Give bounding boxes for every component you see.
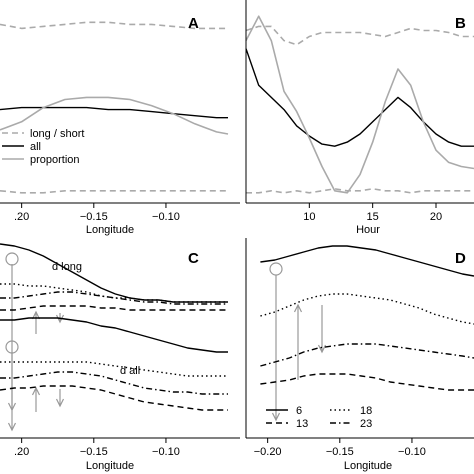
panel-d-x-ticks: −0.20 −0.15 −0.10	[254, 438, 426, 458]
panel-d-legend: 6 18 13 23	[266, 405, 372, 430]
panel-c-series-8	[0, 385, 228, 411]
legend-label-long-short: long / short	[30, 128, 84, 140]
panel-b: 10 15 20 B Hour	[245, 0, 474, 236]
difference-arrow	[55, 389, 65, 408]
panel-b-xlabel: Hour	[356, 224, 380, 236]
panel-c-series-3	[0, 291, 228, 305]
panel-b-x-tick-label: 20	[430, 211, 442, 223]
panel-c: .20 −0.15 −0.10 C Longitude d long d all	[0, 243, 240, 472]
panel-d-series-23-4	[260, 343, 474, 367]
panel-a-x-tick-label: .20	[14, 211, 29, 223]
panel-d-x-tick-label: −0.20	[254, 446, 282, 458]
curve-label-d-long: d long	[52, 261, 82, 273]
panel-d-curves	[260, 245, 474, 391]
panel-c-series-6	[0, 361, 228, 377]
panel-a-letter: A	[188, 15, 199, 32]
panel-d: −0.20 −0.15 −0.10 D Longitude 6 18 13 23	[245, 238, 474, 472]
panel-a-x-tick-label: −0.10	[152, 211, 180, 223]
panel-c-series-5	[0, 317, 228, 353]
panel-d-series-6-1	[260, 245, 474, 277]
panel-c-x-tick-label: −0.15	[80, 446, 108, 458]
panel-c-x-tick-label: −0.10	[152, 446, 180, 458]
legend-label-6: 6	[296, 405, 302, 417]
panel-a-series-long-short-1	[0, 21, 228, 30]
difference-arrow	[31, 386, 41, 412]
panel-b-letter: B	[455, 15, 466, 32]
legend-label-23: 23	[360, 418, 372, 430]
panel-b-series-proportion-4	[245, 15, 474, 194]
difference-arrow	[271, 275, 281, 422]
panel-c-series-4	[0, 305, 228, 311]
panel-b-series-long-short-1	[245, 25, 474, 46]
panel-c-letter: C	[188, 250, 199, 267]
curve-label-d-all: d all	[120, 365, 140, 377]
panel-d-annotations	[269, 262, 327, 422]
panel-b-x-tick-label: 15	[367, 211, 379, 223]
legend-label-proportion: proportion	[30, 154, 80, 166]
legend-label-18: 18	[360, 405, 372, 417]
panel-a-legend: long / short all proportion	[2, 128, 84, 166]
legend-label-all: all	[30, 141, 41, 153]
highlight-circle	[5, 252, 19, 266]
panel-d-series-13-3	[260, 373, 474, 391]
panel-d-xlabel: Longitude	[344, 460, 392, 472]
panel-a-xlabel: Longitude	[86, 224, 134, 236]
difference-arrow	[317, 305, 327, 354]
panel-d-x-tick-label: −0.10	[398, 446, 426, 458]
panel-d-x-tick-label: −0.15	[326, 446, 354, 458]
panel-a-series-long-short-2	[0, 190, 228, 194]
panel-c-annotations	[5, 252, 65, 432]
panel-a-series-proportion-4	[0, 96, 229, 135]
panel-b-series-long-short-2	[246, 188, 474, 194]
panel-b-series-all-3	[245, 48, 474, 147]
panel-c-series-2	[0, 283, 228, 303]
difference-arrow	[31, 310, 41, 334]
legend-label-13: 13	[296, 418, 308, 430]
panel-c-xlabel: Longitude	[86, 460, 134, 472]
panel-c-x-tick-label: .20	[14, 446, 29, 458]
difference-arrow	[7, 352, 17, 432]
panel-c-x-ticks: .20 −0.15 −0.10	[14, 438, 180, 458]
panel-a-series-all-3	[0, 106, 228, 119]
panel-b-x-tick-label: 10	[303, 211, 315, 223]
panel-a-x-tick-label: −0.15	[80, 211, 108, 223]
panel-c-curves	[0, 243, 228, 411]
panel-b-curves	[245, 15, 474, 194]
highlight-circle	[269, 262, 283, 276]
panel-a-curves	[0, 21, 229, 194]
panel-a-x-ticks: .20 −0.15 −0.10	[14, 203, 180, 223]
panel-d-letter: D	[455, 250, 466, 267]
panel-b-x-ticks: 10 15 20	[303, 203, 442, 223]
difference-arrow	[293, 303, 303, 380]
panel-a: .20 −0.15 −0.10 A Longitude long / short a…	[0, 15, 240, 236]
panel-d-series-18-2	[260, 293, 474, 325]
